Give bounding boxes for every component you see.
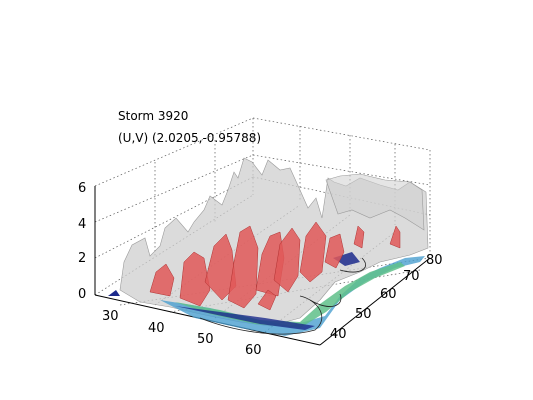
z-tick-label: 6	[78, 181, 86, 196]
chart-subtitle: (U,V) (2.0205,-0.95788)	[118, 131, 262, 145]
y-axis-line	[319, 257, 431, 346]
floor-contours	[199, 257, 366, 335]
y-tick-labels: 40 50 60 70 80	[330, 253, 443, 342]
z-tick-label: 0	[78, 287, 86, 302]
z-tick-label: 2	[78, 251, 86, 266]
x-tick-label: 60	[245, 343, 262, 358]
y-tick-label: 70	[403, 269, 420, 284]
y-tick-label: 60	[380, 287, 397, 302]
z-tick-label: 4	[78, 217, 86, 232]
z-tick-labels: 0 2 4 6	[78, 181, 86, 302]
x-tick-label: 50	[197, 332, 214, 347]
x-tick-label: 40	[148, 321, 165, 336]
chart-title: Storm 3920	[118, 109, 189, 123]
storm-base-layer	[108, 252, 425, 336]
x-tick-label: 30	[102, 309, 119, 324]
y-tick-label: 80	[426, 253, 443, 268]
y-tick-label: 50	[355, 307, 372, 322]
x-tick-labels: 30 40 50 60	[102, 309, 262, 358]
y-tick-label: 40	[330, 327, 347, 342]
storm-cores	[149, 221, 401, 311]
